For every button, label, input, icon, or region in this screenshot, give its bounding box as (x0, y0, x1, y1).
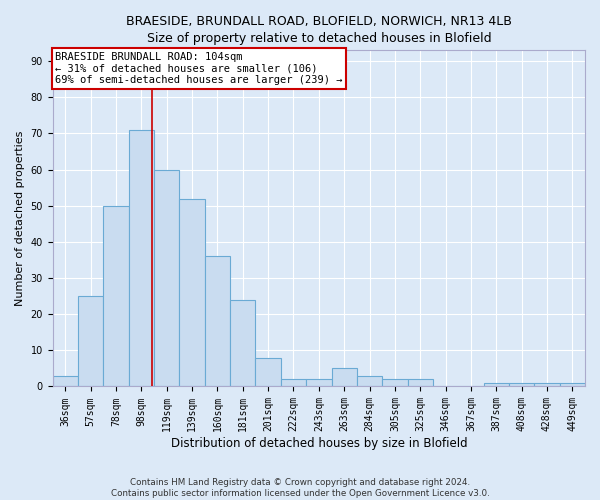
Bar (382, 379, 407, 386)
Bar (129, 130, 154, 386)
Bar (179, 198, 205, 386)
Bar (205, 256, 230, 386)
Bar (53, 376, 78, 386)
Bar (535, 383, 560, 386)
Bar (281, 379, 306, 386)
Bar (306, 379, 332, 386)
Title: BRAESIDE, BRUNDALL ROAD, BLOFIELD, NORWICH, NR13 4LB
Size of property relative t: BRAESIDE, BRUNDALL ROAD, BLOFIELD, NORWI… (126, 15, 512, 45)
X-axis label: Distribution of detached houses by size in Blofield: Distribution of detached houses by size … (170, 437, 467, 450)
Bar (154, 170, 179, 386)
Bar (103, 206, 129, 386)
Bar (332, 368, 357, 386)
Bar (407, 379, 433, 386)
Bar (509, 383, 535, 386)
Bar (484, 383, 509, 386)
Text: BRAESIDE BRUNDALL ROAD: 104sqm
← 31% of detached houses are smaller (106)
69% of: BRAESIDE BRUNDALL ROAD: 104sqm ← 31% of … (55, 52, 343, 85)
Y-axis label: Number of detached properties: Number of detached properties (15, 130, 25, 306)
Bar (256, 358, 281, 386)
Text: Contains HM Land Registry data © Crown copyright and database right 2024.
Contai: Contains HM Land Registry data © Crown c… (110, 478, 490, 498)
Bar (78, 296, 103, 386)
Bar (230, 300, 256, 386)
Bar (357, 376, 382, 386)
Bar (560, 383, 585, 386)
